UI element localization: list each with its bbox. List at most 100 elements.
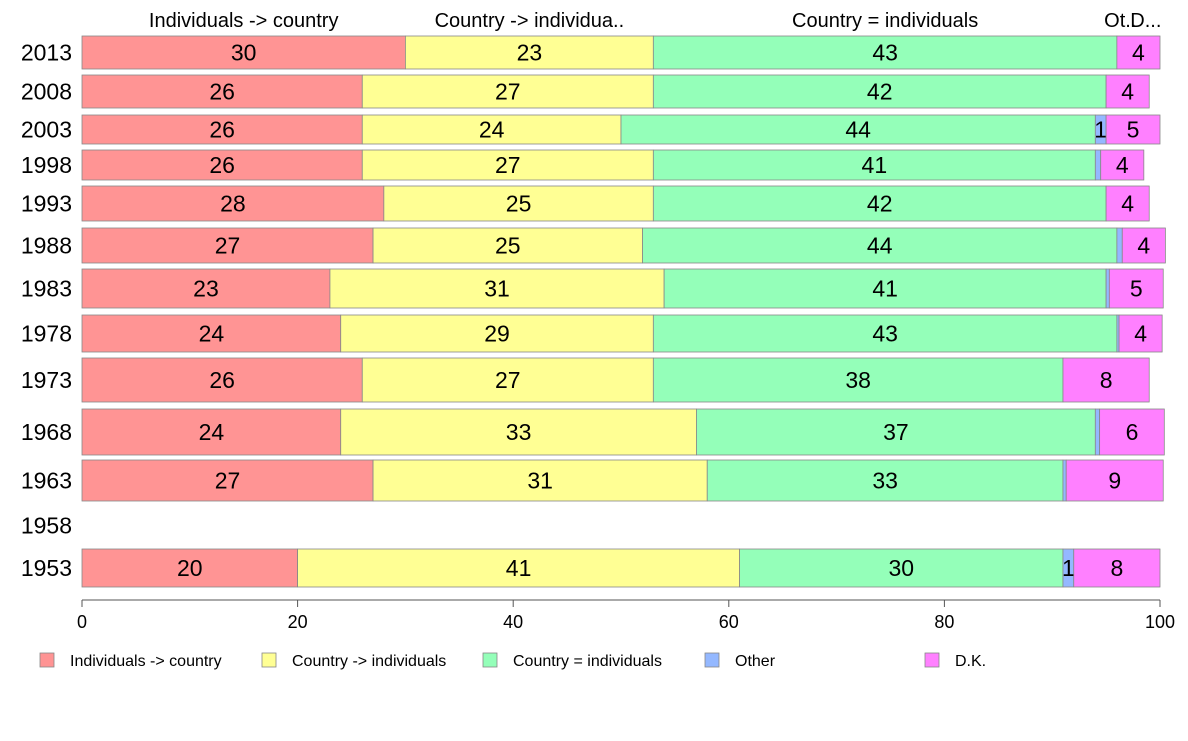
data-label: 33	[506, 419, 532, 445]
bar-country-individuals-1973	[361, 357, 654, 403]
data-label: 5	[1130, 276, 1143, 302]
row-1978: 1978 24 29 43 4	[21, 314, 1163, 353]
legend-label: Country -> individuals	[292, 653, 446, 670]
data-label: 1	[1094, 117, 1107, 143]
data-label: 24	[199, 321, 225, 347]
data-label: 30	[231, 40, 257, 66]
legend-swatch	[704, 652, 720, 668]
bar-other-1998	[1094, 149, 1102, 181]
data-label: 27	[215, 233, 241, 259]
data-label: 8	[1110, 555, 1123, 581]
row-2013: 2013 30 23 43 4	[21, 35, 1161, 70]
legend-item-other: Other	[704, 652, 776, 670]
bar-country-individuals-1998	[361, 149, 654, 181]
bar-country-individuals-1988	[372, 227, 643, 264]
bar-country-individuals-1993	[383, 185, 654, 222]
category-label: 1983	[21, 276, 72, 302]
bar-other-1983	[1105, 268, 1110, 309]
bar-country-individuals-1968	[696, 408, 1096, 456]
data-label: 44	[845, 117, 871, 143]
data-label: 24	[199, 419, 225, 445]
header-country-individuals: Country -> individua..	[435, 10, 625, 32]
data-label: 4	[1121, 191, 1134, 217]
data-label: 44	[867, 233, 893, 259]
row-2008: 2008 26 27 42 4	[21, 74, 1150, 109]
row-1958: 1958	[21, 513, 72, 539]
x-tick-label: 100	[1145, 612, 1175, 632]
category-label: 1978	[21, 321, 72, 347]
data-label: 42	[867, 191, 893, 217]
data-label: 23	[193, 276, 219, 302]
row-1983: 1983 23 31 41 5	[21, 268, 1164, 309]
bar-d-k-1993	[1105, 185, 1150, 222]
bar-country-individuals-1973	[652, 357, 1064, 403]
bar-individuals-country-1983	[81, 268, 331, 309]
category-label: 2013	[21, 40, 72, 66]
row-1953: 1953 20 41 30 1 8	[21, 548, 1161, 588]
data-label: 4	[1134, 321, 1147, 347]
data-label: 27	[495, 79, 521, 105]
row-1993: 1993 28 25 42 4	[21, 185, 1150, 222]
bar-country-individuals-1953	[739, 548, 1064, 588]
data-label: 33	[872, 468, 898, 494]
bar-individuals-country-1978	[81, 314, 342, 353]
bar-d-k-1968	[1099, 408, 1165, 456]
data-label: 26	[209, 367, 235, 393]
data-label: 42	[867, 79, 893, 105]
x-tick-label: 80	[934, 612, 954, 632]
legend-item-d-k: D.K.	[924, 652, 986, 670]
x-tick-label: 0	[77, 612, 87, 632]
data-label: 4	[1121, 79, 1134, 105]
row-1998: 1998 26 27 41 4	[21, 149, 1145, 181]
category-label: 1968	[21, 419, 72, 445]
bar-country-individuals-1963	[706, 459, 1064, 502]
data-label: 1	[1062, 555, 1075, 581]
data-label: 27	[495, 152, 521, 178]
header-country-individuals: Country = individuals	[792, 10, 978, 32]
bar-country-individuals-1993	[652, 185, 1107, 222]
bar-country-individuals-2008	[361, 74, 654, 109]
bar-individuals-country-1963	[81, 459, 374, 502]
legend-item-country-individuals: Country -> individuals	[261, 652, 446, 670]
data-label: 41	[862, 152, 888, 178]
bar-country-individuals-1963	[372, 459, 708, 502]
data-label: 43	[872, 40, 898, 66]
bar-country-individuals-2013	[404, 35, 654, 70]
bar-country-individuals-2003	[361, 114, 622, 145]
bar-individuals-country-1993	[81, 185, 385, 222]
bar-individuals-country-2008	[81, 74, 363, 109]
bar-d-k-1978	[1118, 314, 1163, 353]
legend-swatch	[924, 652, 940, 668]
bar-country-individuals-1988	[642, 227, 1118, 264]
category-label: 1963	[21, 468, 72, 494]
bar-other-1968	[1094, 408, 1101, 456]
legend-label: Other	[735, 653, 776, 670]
bar-country-individuals-1983	[329, 268, 665, 309]
bar-country-individuals-1968	[340, 408, 697, 456]
data-label: 4	[1116, 152, 1129, 178]
category-label: 1953	[21, 555, 72, 581]
category-label: 1958	[21, 513, 72, 539]
row-1988: 1988 27 25 44 4	[21, 227, 1166, 264]
bar-d-k-1973	[1062, 357, 1150, 403]
data-label: 4	[1137, 233, 1150, 259]
legend-label: Country = individuals	[513, 653, 662, 670]
row-1973: 1973 26 27 38 8	[21, 357, 1150, 403]
header-d-k: D...	[1130, 10, 1161, 32]
bar-country-individuals-2008	[652, 74, 1107, 109]
bar-country-individuals-1998	[652, 149, 1096, 181]
row-1963: 1963 27 31 33 9	[21, 459, 1164, 502]
data-label: 26	[209, 152, 235, 178]
data-label: 4	[1132, 40, 1145, 66]
legend-swatch	[39, 652, 55, 668]
data-label: 28	[220, 191, 246, 217]
bar-d-k-1963	[1065, 459, 1164, 502]
bar-d-k-1953	[1073, 548, 1161, 588]
bar-d-k-1988	[1121, 227, 1166, 264]
header-individuals-country: Individuals -> country	[149, 10, 339, 32]
data-label: 27	[495, 367, 521, 393]
data-label: 38	[845, 367, 871, 393]
legend: Individuals -> country Country -> individ…	[39, 652, 986, 670]
x-tick-label: 20	[288, 612, 308, 632]
